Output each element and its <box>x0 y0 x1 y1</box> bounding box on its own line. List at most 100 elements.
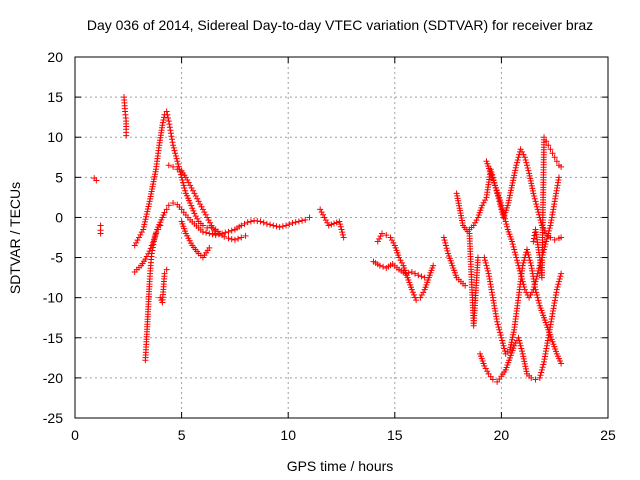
series-seg-p <box>481 246 565 367</box>
data-point <box>521 360 528 367</box>
data-point <box>418 291 425 298</box>
data-point <box>161 209 168 216</box>
data-point <box>533 203 540 210</box>
data-point <box>197 201 204 208</box>
data-point <box>479 202 486 209</box>
data-point <box>533 275 540 282</box>
data-point <box>299 217 306 224</box>
data-point <box>545 230 552 237</box>
data-point <box>530 190 537 197</box>
series-seg-s <box>530 134 565 281</box>
data-point <box>558 360 565 367</box>
data-point <box>398 259 405 266</box>
data-point <box>140 223 147 230</box>
data-point <box>164 111 171 118</box>
data-point <box>188 202 195 209</box>
data-point <box>289 220 296 227</box>
data-point <box>338 226 345 233</box>
data-point <box>536 300 543 307</box>
data-point <box>169 139 176 146</box>
data-point <box>551 154 558 161</box>
data-point <box>175 160 182 167</box>
x-tick-label: 10 <box>280 427 296 443</box>
data-point <box>263 220 270 227</box>
data-point <box>137 231 144 238</box>
data-point <box>320 211 327 218</box>
data-point <box>507 344 514 351</box>
data-point <box>340 234 347 241</box>
data-point <box>145 203 152 210</box>
data-point <box>306 214 313 221</box>
data-point <box>260 219 267 226</box>
data-point <box>333 219 340 226</box>
series-seg-a <box>91 175 100 184</box>
data-point <box>499 207 506 214</box>
data-point <box>244 219 251 226</box>
data-point <box>408 268 415 275</box>
data-point <box>499 337 506 344</box>
data-point <box>502 218 509 225</box>
data-point <box>496 194 503 201</box>
data-point <box>516 265 523 272</box>
data-point <box>225 235 232 242</box>
data-point <box>97 230 104 237</box>
data-point <box>530 238 537 245</box>
data-point <box>142 256 149 263</box>
data-point <box>526 294 533 301</box>
data-point <box>194 215 201 222</box>
data-point <box>325 222 332 229</box>
data-point <box>507 189 514 196</box>
data-point <box>527 177 534 184</box>
data-point <box>557 273 564 280</box>
data-point <box>166 121 173 128</box>
y-tick-label: 0 <box>55 209 63 225</box>
data-point <box>497 199 504 206</box>
data-point <box>152 233 159 240</box>
data-point <box>146 200 153 207</box>
x-tick-label: 25 <box>600 427 616 443</box>
data-point <box>93 177 100 184</box>
data-point <box>184 177 191 184</box>
data-point <box>270 222 277 229</box>
data-point <box>484 368 491 375</box>
data-point <box>523 289 530 296</box>
data-point <box>141 218 148 225</box>
data-point <box>163 266 170 273</box>
data-point <box>496 329 503 336</box>
data-point <box>514 159 521 166</box>
series-seg-i <box>178 218 213 261</box>
data-point <box>228 236 235 243</box>
data-point <box>420 289 427 296</box>
data-point <box>279 223 286 230</box>
data-point <box>512 167 519 174</box>
data-point <box>212 230 219 237</box>
data-point <box>405 269 412 276</box>
data-point <box>519 348 526 355</box>
data-point <box>544 233 551 240</box>
data-point <box>231 236 238 243</box>
data-point <box>417 294 424 301</box>
data-point <box>515 154 522 161</box>
data-point <box>388 237 395 244</box>
data-point <box>545 142 552 149</box>
data-point <box>149 247 156 254</box>
data-point <box>533 291 540 298</box>
data-point <box>181 185 188 192</box>
data-point <box>199 206 206 213</box>
data-point <box>547 146 554 153</box>
data-point <box>302 216 309 223</box>
data-point <box>543 238 550 245</box>
data-point <box>204 214 211 221</box>
data-point <box>527 291 534 298</box>
data-point <box>159 119 166 126</box>
data-point <box>483 262 490 269</box>
data-point <box>482 257 489 264</box>
data-point <box>402 270 409 277</box>
data-point <box>494 318 501 325</box>
data-point <box>225 228 232 235</box>
data-point <box>339 231 346 238</box>
y-tick-label: -20 <box>43 370 63 386</box>
data-point <box>191 190 198 197</box>
data-point <box>430 262 437 269</box>
data-point <box>523 368 530 375</box>
